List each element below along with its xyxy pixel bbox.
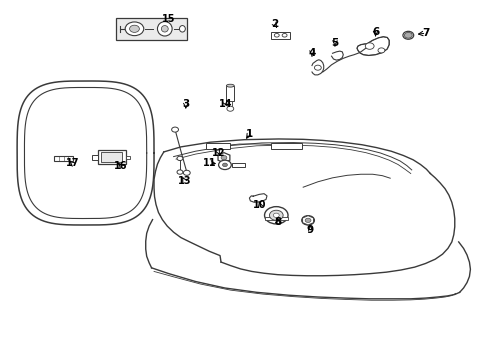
- Bar: [226, 86, 234, 101]
- Ellipse shape: [157, 22, 172, 36]
- Bar: [228, 101, 232, 108]
- Ellipse shape: [161, 26, 168, 32]
- Bar: [231, 163, 245, 167]
- Ellipse shape: [402, 31, 413, 39]
- Text: 3: 3: [182, 99, 189, 109]
- Bar: [98, 150, 126, 164]
- Circle shape: [377, 48, 384, 53]
- Ellipse shape: [125, 22, 143, 36]
- Text: 8: 8: [274, 217, 281, 228]
- Text: 15: 15: [162, 14, 175, 24]
- Circle shape: [177, 156, 183, 161]
- Text: 12: 12: [211, 148, 225, 158]
- Bar: [271, 143, 301, 149]
- Ellipse shape: [129, 25, 139, 32]
- Circle shape: [273, 213, 279, 217]
- Circle shape: [269, 210, 283, 220]
- Circle shape: [264, 207, 287, 224]
- Text: 5: 5: [331, 38, 338, 48]
- Circle shape: [226, 106, 233, 111]
- Text: 9: 9: [306, 225, 313, 235]
- Text: 4: 4: [307, 48, 315, 58]
- Circle shape: [183, 170, 190, 175]
- Ellipse shape: [282, 33, 286, 37]
- Bar: [271, 32, 289, 39]
- Circle shape: [222, 163, 227, 167]
- Text: 17: 17: [65, 158, 79, 168]
- Text: 11: 11: [202, 158, 216, 168]
- Circle shape: [314, 65, 321, 70]
- Circle shape: [177, 170, 183, 174]
- Text: 16: 16: [114, 161, 127, 171]
- Bar: [54, 156, 73, 161]
- Ellipse shape: [274, 33, 279, 37]
- Text: 2: 2: [271, 19, 278, 30]
- Circle shape: [171, 127, 178, 132]
- Text: 13: 13: [177, 176, 191, 186]
- Text: 7: 7: [422, 28, 429, 38]
- Circle shape: [218, 160, 231, 170]
- Bar: [264, 217, 287, 220]
- Circle shape: [404, 32, 411, 38]
- Bar: [116, 18, 186, 40]
- Bar: [126, 156, 130, 159]
- Ellipse shape: [226, 84, 234, 87]
- Text: 6: 6: [371, 27, 378, 37]
- Bar: [92, 155, 98, 160]
- Circle shape: [301, 216, 314, 225]
- Text: 10: 10: [253, 200, 266, 210]
- Circle shape: [305, 218, 310, 222]
- Text: 14: 14: [219, 99, 232, 109]
- Circle shape: [365, 43, 373, 49]
- Ellipse shape: [179, 26, 185, 32]
- Bar: [206, 143, 229, 149]
- Bar: [101, 152, 122, 162]
- Circle shape: [221, 156, 226, 160]
- Text: 1: 1: [245, 129, 252, 139]
